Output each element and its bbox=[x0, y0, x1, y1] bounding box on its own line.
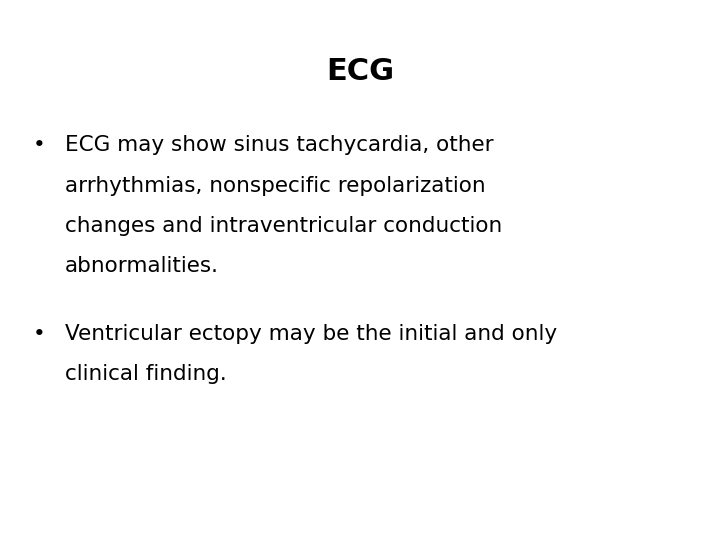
Text: ECG may show sinus tachycardia, other: ECG may show sinus tachycardia, other bbox=[65, 135, 493, 155]
Text: ECG: ECG bbox=[326, 57, 394, 86]
Text: changes and intraventricular conduction: changes and intraventricular conduction bbox=[65, 216, 502, 236]
Text: clinical finding.: clinical finding. bbox=[65, 364, 227, 384]
Text: arrhythmias, nonspecific repolarization: arrhythmias, nonspecific repolarization bbox=[65, 176, 485, 195]
Text: abnormalities.: abnormalities. bbox=[65, 256, 219, 276]
Text: •: • bbox=[33, 324, 46, 344]
Text: Ventricular ectopy may be the initial and only: Ventricular ectopy may be the initial an… bbox=[65, 324, 557, 344]
Text: •: • bbox=[33, 135, 46, 155]
